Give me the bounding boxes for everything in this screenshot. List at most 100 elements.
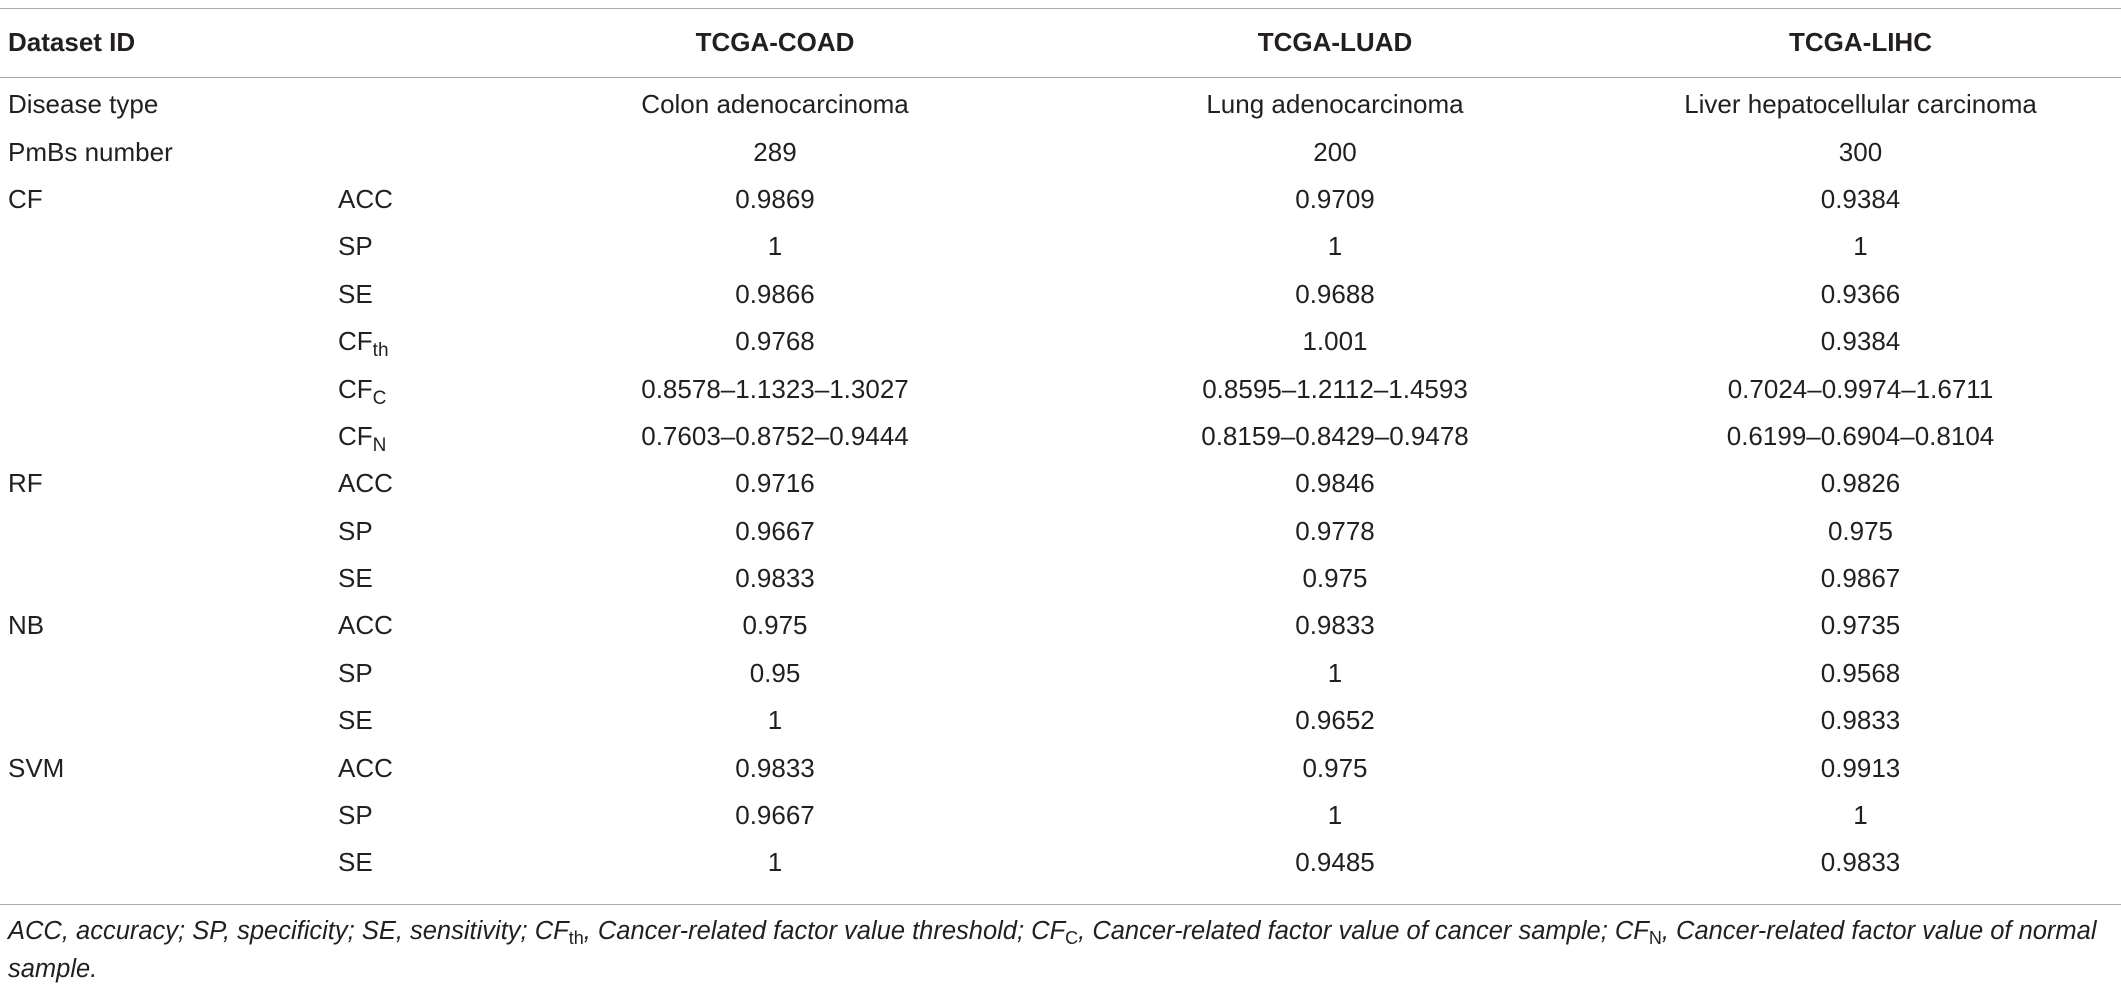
table-row: CFth 0.9768 1.001 0.9384 bbox=[0, 318, 2121, 365]
metric-name: SE bbox=[338, 278, 373, 309]
row-metric: SE bbox=[330, 271, 480, 318]
row-metric: CFth bbox=[330, 318, 480, 365]
value-cell: 0.9667 bbox=[735, 800, 815, 831]
value-cell: 0.9384 bbox=[1820, 326, 1901, 357]
metric-name: ACC bbox=[338, 183, 393, 214]
value-cell: 0.9384 bbox=[1820, 183, 1901, 214]
value-cell: 0.9826 bbox=[1820, 468, 1901, 499]
value-cell: 0.9778 bbox=[1295, 515, 1375, 546]
value-cell: 0.7603–0.8752–0.9444 bbox=[641, 420, 909, 451]
header-metric bbox=[330, 8, 480, 77]
row-metric: ACC bbox=[330, 176, 480, 223]
value-cell: 0.9913 bbox=[1820, 752, 1901, 783]
table-row: SP 0.95 1 0.9568 bbox=[0, 650, 2121, 697]
value-cell: Liver hepatocellular carcinoma bbox=[1684, 89, 2037, 120]
row-label bbox=[0, 318, 330, 365]
metric-name: SP bbox=[338, 657, 373, 688]
metric-name: SE bbox=[338, 847, 373, 878]
value-cell: 1 bbox=[767, 231, 783, 262]
value-cell: 1 bbox=[767, 847, 783, 878]
value-cell: 0.9652 bbox=[1295, 705, 1375, 736]
table-footnote: ACC, accuracy; SP, specificity; SE, sens… bbox=[8, 912, 2108, 988]
row-metric: SP bbox=[330, 223, 480, 270]
value-cell: 1 bbox=[1327, 800, 1343, 831]
value-cell: 0.9768 bbox=[735, 326, 815, 357]
metric-subscript: th bbox=[372, 340, 389, 362]
table-row: CFC 0.8578–1.1323–1.3027 0.8595–1.2112–1.4… bbox=[0, 365, 2121, 412]
row-label: Disease type bbox=[8, 89, 159, 120]
metric-name: SP bbox=[338, 231, 373, 262]
value-cell: 0.9667 bbox=[735, 515, 815, 546]
value-cell: 200 bbox=[1313, 136, 1357, 167]
table-row: NB ACC 0.975 0.9833 0.9735 bbox=[0, 602, 2121, 649]
row-metric bbox=[330, 128, 480, 175]
value-cell: 300 bbox=[1838, 136, 1883, 167]
value-cell: 0.9709 bbox=[1295, 183, 1375, 214]
row-label bbox=[0, 555, 330, 602]
header-tcga-coad: TCGA-COAD bbox=[695, 27, 855, 57]
header-tcga-lihc: TCGA-LIHC bbox=[1789, 27, 1932, 57]
table-row: CF ACC 0.9869 0.9709 0.9384 bbox=[0, 176, 2121, 223]
row-label bbox=[0, 697, 330, 744]
metric-name: ACC bbox=[338, 468, 393, 499]
table-row: SP 0.9667 1 1 bbox=[0, 792, 2121, 839]
row-metric: SP bbox=[330, 792, 480, 839]
value-cell: 0.8578–1.1323–1.3027 bbox=[641, 373, 909, 404]
row-metric: ACC bbox=[330, 602, 480, 649]
metric-name: CF bbox=[338, 326, 373, 357]
value-cell: 0.9688 bbox=[1295, 278, 1375, 309]
table-row: CFN 0.7603–0.8752–0.9444 0.8159–0.8429–0.9… bbox=[0, 413, 2121, 460]
value-cell: Lung adenocarcinoma bbox=[1206, 89, 1464, 120]
row-metric: SE bbox=[330, 839, 480, 886]
row-label bbox=[0, 508, 330, 555]
row-label bbox=[0, 223, 330, 270]
value-cell: 1 bbox=[1327, 657, 1343, 688]
table-row: SE 0.9833 0.975 0.9867 bbox=[0, 555, 2121, 602]
row-metric bbox=[330, 77, 480, 128]
table-row: SE 0.9866 0.9688 0.9366 bbox=[0, 271, 2121, 318]
value-cell: 0.6199–0.6904–0.8104 bbox=[1726, 420, 1995, 451]
value-cell: 0.8595–1.2112–1.4593 bbox=[1202, 373, 1468, 404]
value-cell: 0.95 bbox=[749, 657, 801, 688]
value-cell: 1 bbox=[1853, 800, 1868, 831]
row-label: PmBs number bbox=[8, 136, 173, 167]
table-bottom-rule bbox=[0, 904, 2121, 905]
row-metric: CFN bbox=[330, 413, 480, 460]
row-label bbox=[0, 413, 330, 460]
value-cell: 0.975 bbox=[1827, 515, 1894, 546]
value-cell: 0.9568 bbox=[1820, 657, 1901, 688]
row-metric: SE bbox=[330, 697, 480, 744]
value-cell: 0.8159–0.8429–0.9478 bbox=[1201, 420, 1469, 451]
row-metric: ACC bbox=[330, 460, 480, 507]
value-cell: 0.9833 bbox=[1295, 610, 1375, 641]
footnote-sub-c: C bbox=[1065, 928, 1079, 948]
metric-name: ACC bbox=[338, 752, 393, 783]
value-cell: 0.9846 bbox=[1295, 468, 1375, 499]
header-dataset-id: Dataset ID bbox=[8, 27, 136, 57]
row-metric: SP bbox=[330, 650, 480, 697]
metric-name: SE bbox=[338, 705, 373, 736]
footnote-part-1: ACC, accuracy; SP, specificity; SE, sens… bbox=[8, 917, 569, 945]
footnote-part-2: , Cancer-related factor value threshold;… bbox=[583, 917, 1066, 945]
row-label bbox=[0, 365, 330, 412]
row-label: CF bbox=[8, 183, 43, 214]
value-cell: 0.9833 bbox=[735, 752, 815, 783]
value-cell: 0.9735 bbox=[1820, 610, 1901, 641]
results-table: Dataset ID TCGA-COAD TCGA-LUAD TCGA-LIHC… bbox=[0, 8, 2121, 887]
metric-name: SP bbox=[338, 515, 373, 546]
value-cell: 0.975 bbox=[1302, 752, 1368, 783]
table-row: RF ACC 0.9716 0.9846 0.9826 bbox=[0, 460, 2121, 507]
footnote-sub-n: N bbox=[1648, 928, 1662, 948]
table-row: SVM ACC 0.9833 0.975 0.9913 bbox=[0, 744, 2121, 791]
footnote-sub-th: th bbox=[568, 928, 584, 948]
value-cell: 1 bbox=[767, 705, 783, 736]
row-metric: CFC bbox=[330, 365, 480, 412]
footnote-part-4: , Cancer-related factor value of normal … bbox=[8, 917, 2097, 983]
metric-subscript: N bbox=[372, 434, 387, 456]
metric-name: CF bbox=[338, 373, 373, 404]
value-cell: 0.9833 bbox=[1820, 705, 1901, 736]
value-cell: 1 bbox=[1327, 231, 1343, 262]
row-label bbox=[0, 271, 330, 318]
table-header-rule bbox=[0, 77, 2121, 78]
